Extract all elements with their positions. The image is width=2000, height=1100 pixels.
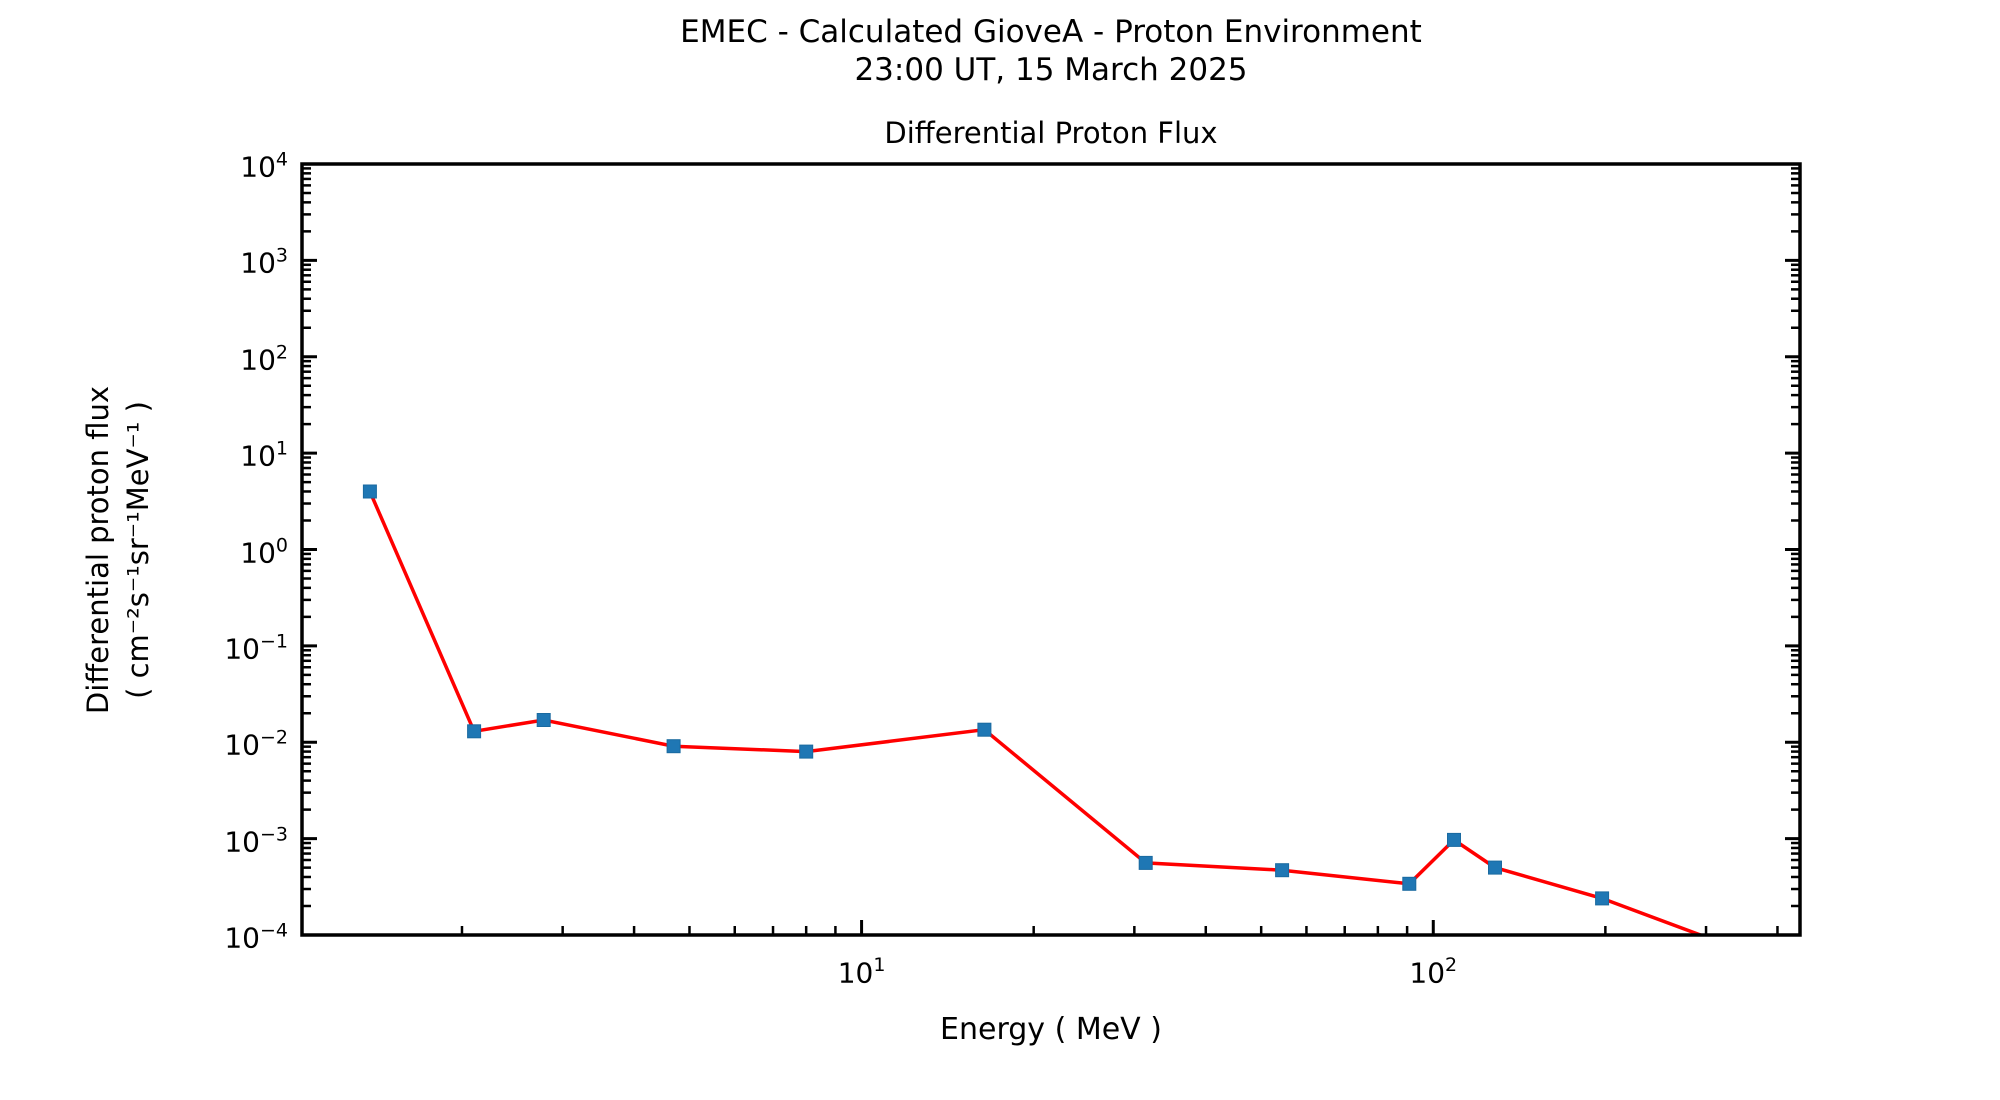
y-tick-label: 101 bbox=[240, 437, 288, 473]
flux-line bbox=[368, 490, 1706, 935]
data-series bbox=[362, 484, 1739, 954]
x-axis-label: Energy ( MeV ) bbox=[940, 1012, 1162, 1047]
data-point-marker bbox=[977, 722, 992, 737]
axes-title: Differential Proton Flux bbox=[884, 116, 1218, 150]
y-tick-label: 10−2 bbox=[224, 726, 288, 762]
axes-spines bbox=[300, 162, 1802, 937]
data-point-marker bbox=[362, 484, 377, 499]
data-point-marker bbox=[536, 713, 551, 727]
y-tick-label: 102 bbox=[240, 341, 288, 377]
x-tick-label: 101 bbox=[837, 954, 886, 990]
data-point-marker bbox=[1595, 891, 1610, 906]
y-tick-label: 10−3 bbox=[224, 823, 288, 859]
figure-title: EMEC - Calculated GioveA - Proton Enviro… bbox=[680, 14, 1422, 50]
y-tick-label: 10−4 bbox=[224, 919, 288, 955]
data-point-marker bbox=[1138, 855, 1153, 870]
y-tick-label: 104 bbox=[240, 148, 288, 184]
data-point-marker bbox=[1488, 860, 1502, 875]
y-tick-label: 10−1 bbox=[224, 630, 288, 666]
y-tick-label: 100 bbox=[240, 533, 288, 570]
data-point-marker bbox=[1447, 832, 1461, 847]
data-point-marker bbox=[666, 739, 681, 754]
data-point-marker bbox=[799, 744, 814, 759]
y-tick-label: 103 bbox=[240, 244, 288, 281]
x-tick-label: 102 bbox=[1409, 954, 1458, 990]
data-point-marker bbox=[1275, 863, 1290, 878]
figure-title-datetime: 23:00 UT, 15 March 2025 bbox=[854, 52, 1248, 88]
data-point-marker bbox=[467, 724, 482, 739]
data-point-marker bbox=[1726, 941, 1739, 954]
data-point-marker bbox=[1402, 876, 1417, 891]
